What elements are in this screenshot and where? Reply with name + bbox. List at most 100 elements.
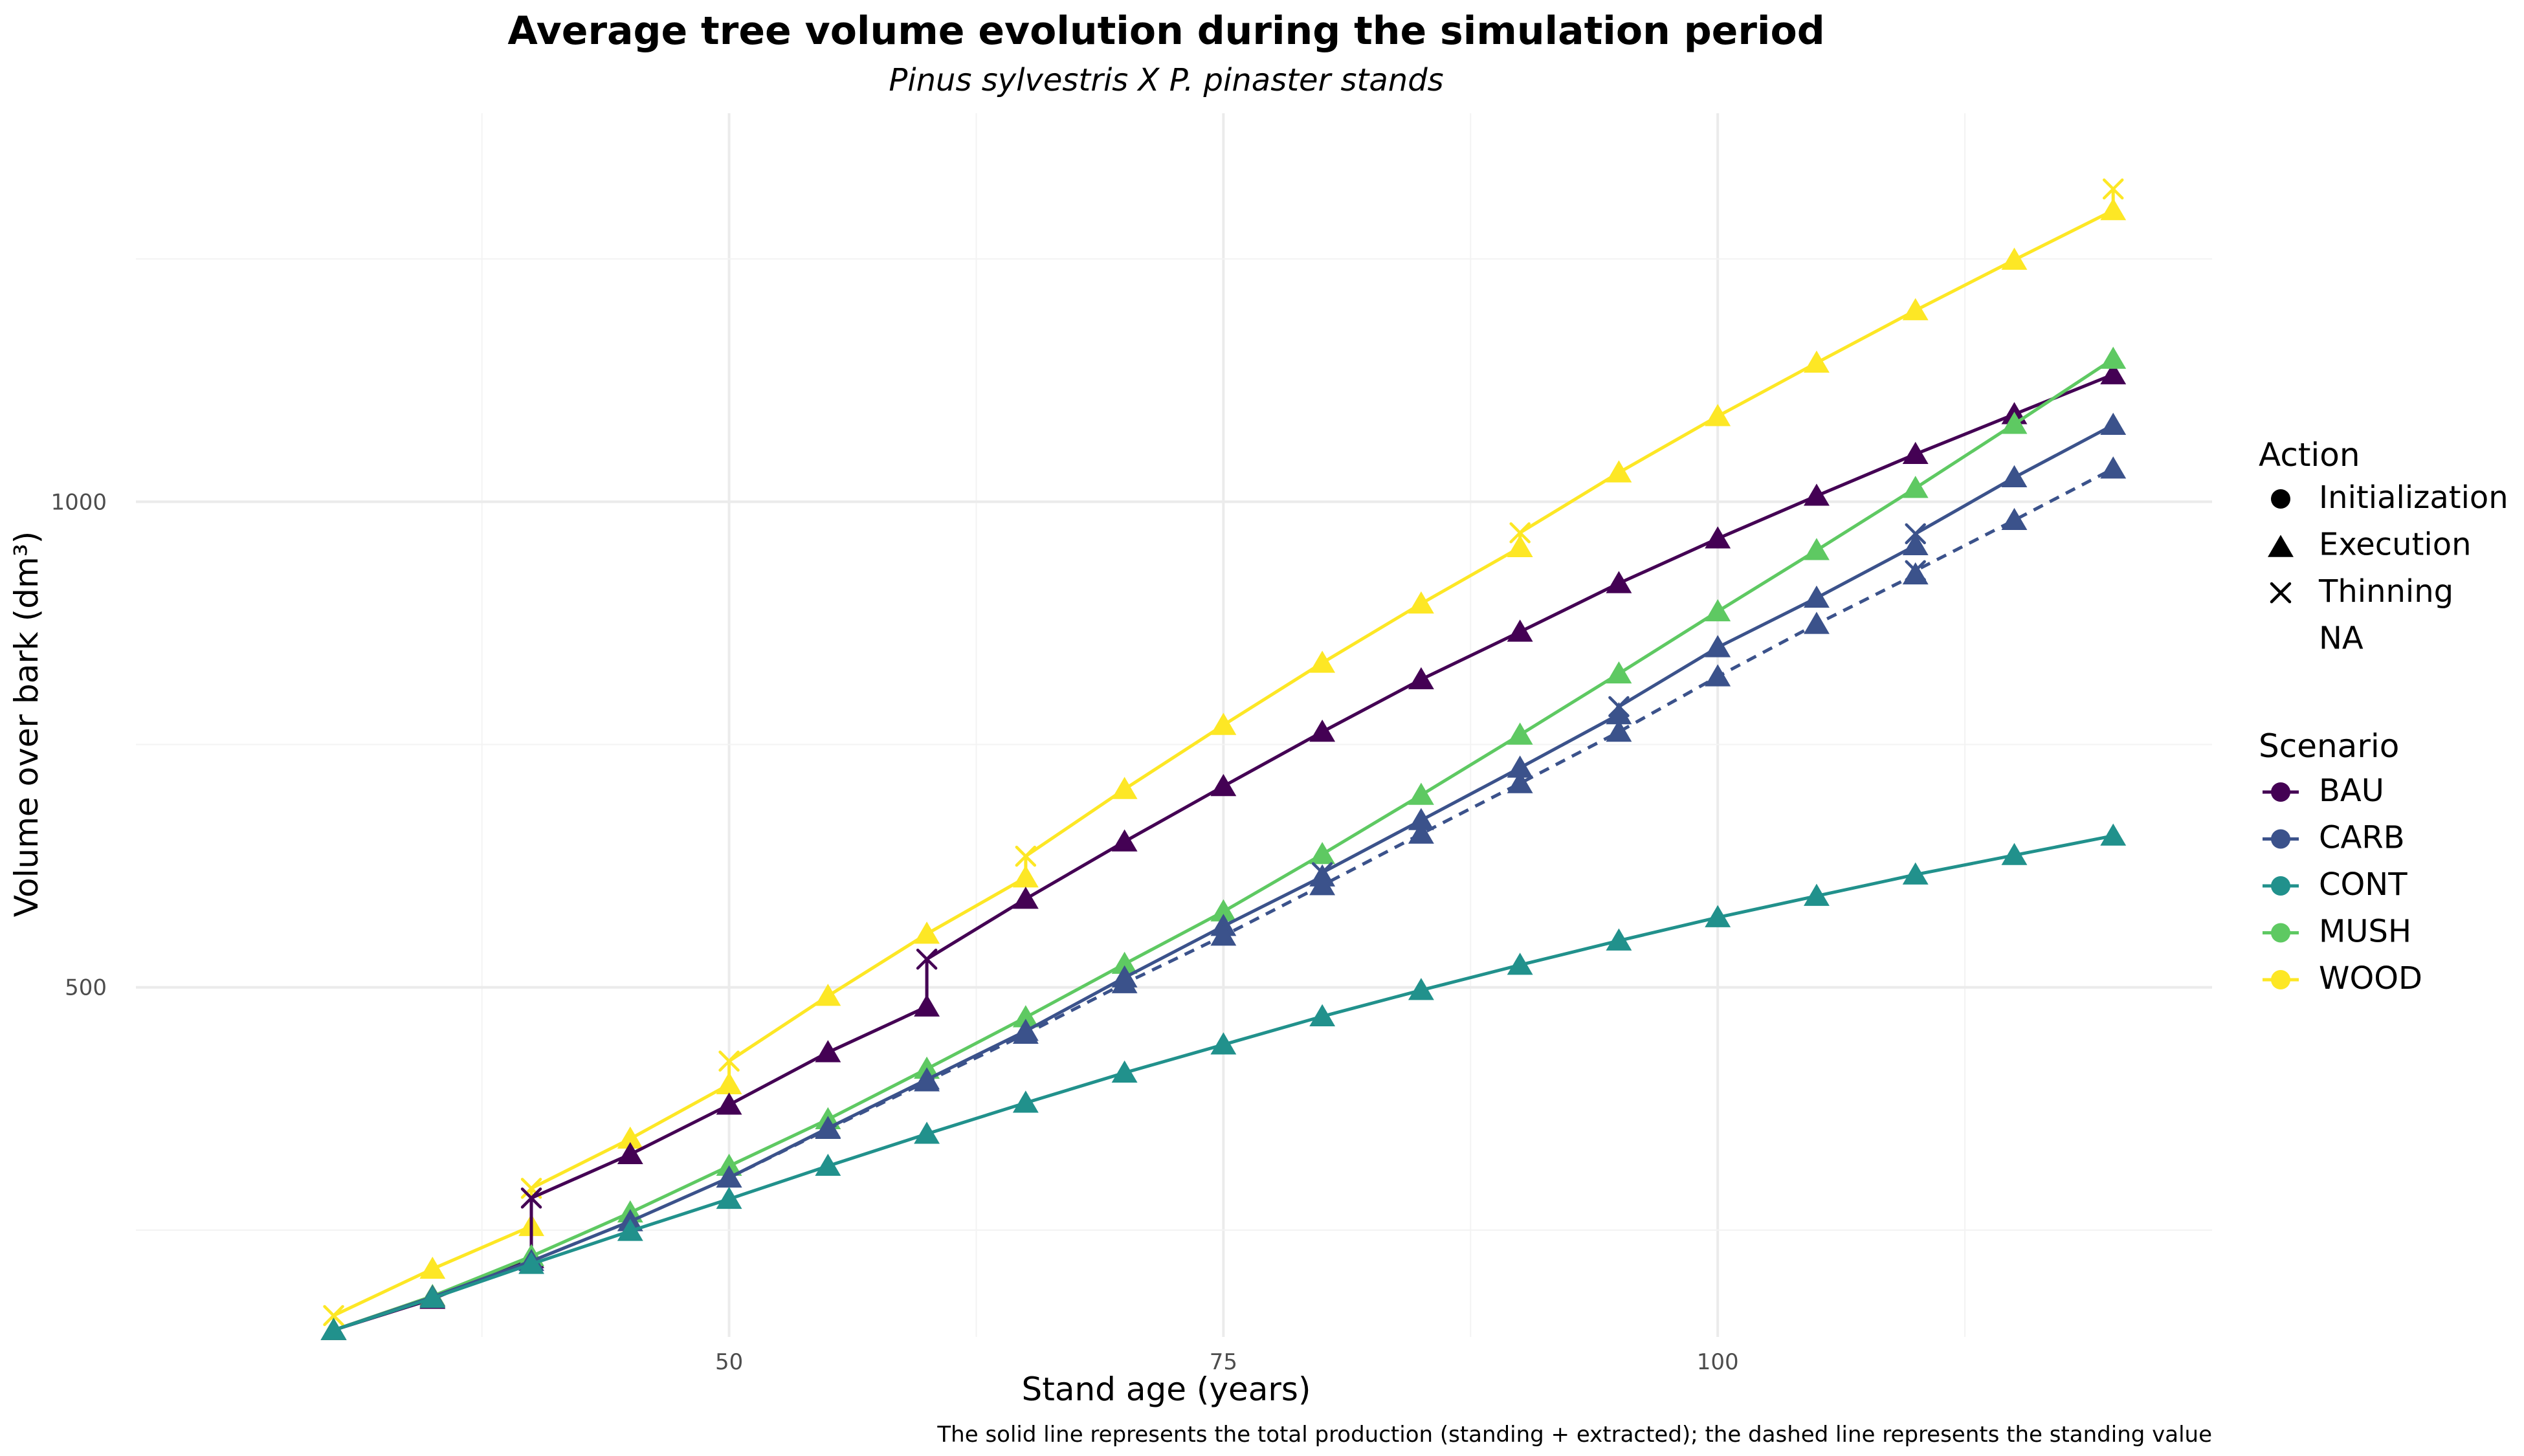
point-execution — [1705, 664, 1731, 687]
legend-cross-icon — [2270, 582, 2292, 604]
point-execution — [419, 1256, 446, 1279]
point-execution — [1210, 1032, 1237, 1055]
point-execution — [1902, 476, 1929, 498]
point-execution — [1804, 350, 1830, 373]
point-execution — [815, 984, 841, 1006]
point-execution — [1309, 650, 1336, 673]
point-execution — [1111, 777, 1138, 799]
legend-action-item: NA — [2319, 621, 2363, 657]
point-execution — [1705, 635, 1731, 657]
point-execution — [1012, 1005, 1039, 1028]
point-execution — [1309, 720, 1336, 742]
chart-caption: The solid line represents the total prod… — [936, 1422, 2212, 1448]
point-execution — [617, 1219, 643, 1241]
point-execution — [2100, 346, 2127, 369]
point-execution — [1804, 585, 1830, 608]
point-execution — [1111, 829, 1138, 852]
legend-action-label: Thinning — [2318, 573, 2453, 610]
point-execution — [1606, 661, 1632, 684]
legend-circle-icon — [2271, 923, 2290, 943]
legend-action-item: Initialization — [2271, 480, 2508, 516]
legend-action-item: Thinning — [2270, 573, 2453, 610]
point-thinning — [323, 1305, 344, 1327]
point-thinning — [718, 1050, 740, 1072]
point-execution — [518, 1252, 544, 1274]
point-execution — [1309, 873, 1336, 896]
point-execution — [1804, 538, 1830, 560]
x-tick-label: 50 — [715, 1349, 743, 1375]
point-thinning — [520, 1187, 542, 1209]
point-execution — [716, 1186, 742, 1209]
x-tick-label: 75 — [1210, 1349, 1237, 1375]
legend-action-label: Initialization — [2319, 480, 2508, 516]
legend-scenario-label: CARB — [2319, 820, 2405, 856]
legend-scenario-label: BAU — [2319, 773, 2384, 809]
legend-scenario-label: CONT — [2319, 866, 2408, 903]
point-execution — [914, 1121, 940, 1144]
legend-circle-icon — [2271, 782, 2290, 802]
series-group — [320, 178, 2127, 1340]
legend-scenario-item: CARB — [2263, 820, 2405, 856]
point-thinning — [1905, 560, 1926, 582]
x-axis-title: Stand age (years) — [1022, 1371, 1311, 1408]
point-thinning — [1015, 845, 1037, 867]
point-execution — [1309, 842, 1336, 865]
point-execution — [1606, 720, 1632, 742]
point-execution — [1606, 571, 1632, 593]
point-execution — [1804, 483, 1830, 506]
x-tick-label: 100 — [1697, 1349, 1739, 1375]
point-thinning — [1608, 696, 1630, 718]
point-execution — [1902, 441, 1929, 464]
point-execution — [1408, 821, 1434, 844]
point-execution — [716, 1072, 742, 1094]
point-execution — [1606, 928, 1632, 951]
point-execution — [1012, 1021, 1039, 1044]
series-carb-standing — [716, 456, 2127, 1188]
point-execution — [617, 1142, 643, 1165]
point-execution — [2001, 465, 2028, 487]
point-execution — [716, 1165, 742, 1188]
legend-action-label: NA — [2319, 621, 2363, 657]
chart-title: Average tree volume evolution during the… — [507, 8, 1824, 54]
point-execution — [2001, 412, 2028, 434]
point-execution — [2001, 843, 2028, 865]
point-execution — [1408, 782, 1434, 805]
legend-scenario-item: WOOD — [2263, 960, 2422, 997]
legend-circle-icon — [2271, 829, 2290, 849]
series-cont — [320, 823, 2127, 1340]
grid — [136, 113, 2212, 1337]
point-execution — [617, 1126, 643, 1149]
point-execution — [1210, 899, 1237, 921]
point-execution — [1507, 771, 1533, 793]
point-execution — [1804, 612, 1830, 634]
point-execution — [914, 994, 940, 1017]
point-execution — [1210, 774, 1237, 797]
legend-action-item: Execution — [2268, 527, 2472, 563]
point-execution — [1012, 887, 1039, 909]
point-execution — [1507, 722, 1533, 745]
point-execution — [2100, 823, 2127, 846]
point-thinning — [2102, 178, 2124, 200]
legend-circle-icon — [2271, 970, 2290, 989]
point-execution — [2100, 362, 2127, 384]
legend-scenario-label: MUSH — [2319, 914, 2411, 950]
legend-circle-icon — [2271, 489, 2290, 509]
point-execution — [1507, 619, 1533, 642]
point-execution — [914, 921, 940, 944]
point-execution — [1507, 755, 1533, 778]
point-execution — [815, 1116, 841, 1140]
point-execution — [2001, 247, 2028, 270]
y-tick-label: 1000 — [50, 489, 107, 515]
tick-labels: 50 75 100 500 1000 — [50, 489, 1738, 1375]
chart-subtitle: Pinus sylvestris X P. pinaster stands — [889, 62, 1443, 98]
point-execution — [1111, 951, 1138, 974]
y-axis-title: Volume over bark (dm³) — [8, 531, 45, 918]
point-execution — [2100, 412, 2127, 435]
point-execution — [1111, 1060, 1138, 1083]
point-execution — [1705, 404, 1731, 426]
point-thinning — [1311, 862, 1333, 883]
point-execution — [1902, 862, 1929, 885]
point-thinning — [916, 948, 938, 970]
point-execution — [716, 1153, 742, 1176]
